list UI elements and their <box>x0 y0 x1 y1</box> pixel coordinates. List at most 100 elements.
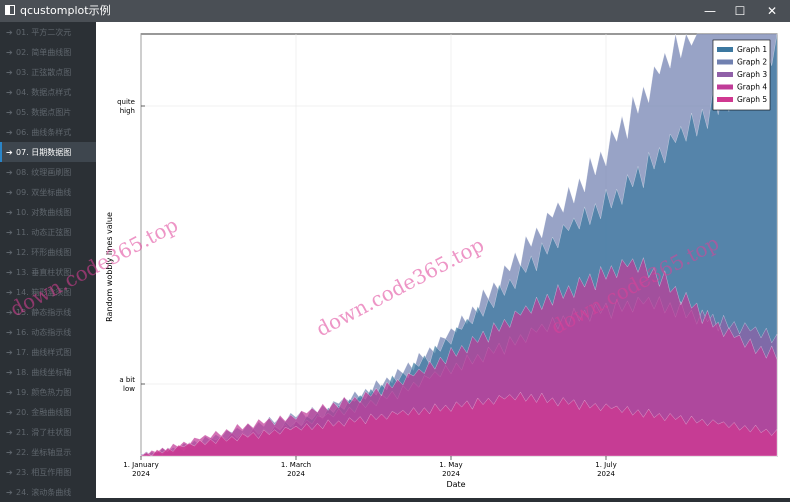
sidebar-item-19[interactable]: ➔ 19. 颜色热力图 <box>0 382 96 402</box>
app-icon <box>5 5 15 15</box>
sidebar-nav: ➔ 01. 平方二次元 ➔ 02. 简单曲线图 ➔ 03. 正弦散点图 ➔ 04. 数据点样式… <box>0 22 96 498</box>
close-button[interactable]: ✕ <box>766 4 778 18</box>
maximize-button[interactable]: ☐ <box>734 4 746 18</box>
arrow-right-icon: ➔ <box>6 127 13 137</box>
series-area-5 <box>140 391 778 457</box>
x-tick-label: 1. March <box>281 461 311 469</box>
series-area-4 <box>140 256 778 457</box>
sidebar-item-21[interactable]: ➔ 21. 滑了柱状图 <box>0 422 96 442</box>
legend-label: Graph 1 <box>737 45 767 54</box>
arrow-right-icon: ➔ <box>6 307 13 317</box>
y-axis-label: Random wobbly lines value <box>105 212 114 322</box>
sidebar-item-6[interactable]: ➔ 06. 曲线条样式 <box>0 122 96 142</box>
sidebar-item-24[interactable]: ➔ 24. 滚动条曲线 <box>0 482 96 502</box>
sidebar-item-22[interactable]: ➔ 22. 坐标轴显示 <box>0 442 96 462</box>
arrow-right-icon: ➔ <box>6 347 13 357</box>
sidebar-item-14[interactable]: ➔ 14. 箱形盒须图 <box>0 282 96 302</box>
sidebar-item-11[interactable]: ➔ 11. 动态正弦图 <box>0 222 96 242</box>
sidebar-item-label: 05. 数据点图片 <box>16 107 72 117</box>
arrow-right-icon: ➔ <box>6 87 13 97</box>
sidebar-item-label: 11. 动态正弦图 <box>16 227 72 237</box>
arrow-right-icon: ➔ <box>6 67 13 77</box>
x-tick-label: 1. January <box>123 461 158 469</box>
sidebar-item-label: 07. 日期数据图 <box>16 147 72 157</box>
sidebar-item-label: 13. 垂直柱状图 <box>16 267 72 277</box>
x-tick-label: 1. July <box>595 461 617 469</box>
sidebar-item-label: 08. 纹理画刷图 <box>16 167 72 177</box>
sidebar-item-label: 01. 平方二次元 <box>16 27 72 37</box>
x-axis-label: Date <box>446 480 465 489</box>
x-tick-year: 2024 <box>132 470 150 478</box>
arrow-right-icon: ➔ <box>6 47 13 57</box>
arrow-right-icon: ➔ <box>6 267 13 277</box>
sidebar-item-7[interactable]: ➔ 07. 日期数据图 <box>0 142 96 162</box>
sidebar-item-18[interactable]: ➔ 18. 曲线坐标轴 <box>0 362 96 382</box>
legend-label: Graph 4 <box>737 83 767 92</box>
sidebar-item-3[interactable]: ➔ 03. 正弦散点图 <box>0 62 96 82</box>
sidebar-item-1[interactable]: ➔ 01. 平方二次元 <box>0 22 96 42</box>
sidebar-item-label: 18. 曲线坐标轴 <box>16 367 72 377</box>
y-tick-label: low <box>123 385 135 393</box>
sidebar-item-label: 02. 简单曲线图 <box>16 47 72 57</box>
legend-swatch <box>717 72 733 77</box>
sidebar-item-2[interactable]: ➔ 02. 简单曲线图 <box>0 42 96 62</box>
sidebar-item-9[interactable]: ➔ 09. 双坐标曲线 <box>0 182 96 202</box>
sidebar-item-5[interactable]: ➔ 05. 数据点图片 <box>0 102 96 122</box>
sidebar-item-label: 20. 金融曲线图 <box>16 407 72 417</box>
chart-panel: 1. January 2024 1. March 2024 1. May 2024 1. J… <box>96 22 790 498</box>
x-tick-year: 2024 <box>442 470 460 478</box>
sidebar-item-label: 24. 滚动条曲线 <box>16 487 72 497</box>
sidebar-item-label: 22. 坐标轴显示 <box>16 447 72 457</box>
sidebar-item-20[interactable]: ➔ 20. 金融曲线图 <box>0 402 96 422</box>
legend: Graph 1 Graph 2 Graph 3 Graph 4 Graph 5 <box>712 39 771 111</box>
title-bar[interactable]: qcustomplot示例 — ☐ ✕ <box>0 0 790 22</box>
sidebar-item-23[interactable]: ➔ 23. 相互作用图 <box>0 462 96 482</box>
x-tick-label: 1. May <box>439 461 462 469</box>
legend-swatch <box>717 59 733 65</box>
arrow-right-icon: ➔ <box>6 387 13 397</box>
arrow-right-icon: ➔ <box>6 467 13 477</box>
arrow-right-icon: ➔ <box>6 227 13 237</box>
sidebar-item-label: 21. 滑了柱状图 <box>16 427 72 437</box>
y-tick-label: a bit <box>119 376 135 384</box>
sidebar-item-label: 09. 双坐标曲线 <box>16 187 72 197</box>
sidebar-item-label: 10. 对数曲线图 <box>16 207 72 217</box>
arrow-right-icon: ➔ <box>6 147 13 157</box>
sidebar-item-label: 19. 颜色热力图 <box>16 387 72 397</box>
y-tick-label: quite <box>117 98 135 106</box>
sidebar-item-13[interactable]: ➔ 13. 垂直柱状图 <box>0 262 96 282</box>
y-tick-label: high <box>120 107 135 115</box>
sidebar-item-label: 17. 曲线样式图 <box>16 347 72 357</box>
minimize-button[interactable]: — <box>704 4 716 18</box>
sidebar-item-label: 23. 相互作用图 <box>16 467 72 477</box>
legend-swatch <box>717 97 733 102</box>
sidebar-item-15[interactable]: ➔ 15. 静态指示线 <box>0 302 96 322</box>
arrow-right-icon: ➔ <box>6 327 13 337</box>
arrow-right-icon: ➔ <box>6 367 13 377</box>
arrow-right-icon: ➔ <box>6 247 13 257</box>
arrow-right-icon: ➔ <box>6 107 13 117</box>
arrow-right-icon: ➔ <box>6 207 13 217</box>
sidebar-item-16[interactable]: ➔ 16. 动态指示线 <box>0 322 96 342</box>
arrow-right-icon: ➔ <box>6 27 13 37</box>
sidebar-item-17[interactable]: ➔ 17. 曲线样式图 <box>0 342 96 362</box>
sidebar-item-8[interactable]: ➔ 08. 纹理画刷图 <box>0 162 96 182</box>
arrow-right-icon: ➔ <box>6 447 13 457</box>
sidebar-item-label: 03. 正弦散点图 <box>16 67 72 77</box>
sidebar-item-label: 16. 动态指示线 <box>16 327 72 337</box>
sidebar-item-10[interactable]: ➔ 10. 对数曲线图 <box>0 202 96 222</box>
x-tick-year: 2024 <box>287 470 305 478</box>
arrow-right-icon: ➔ <box>6 427 13 437</box>
sidebar-item-label: 06. 曲线条样式 <box>16 127 72 137</box>
arrow-right-icon: ➔ <box>6 287 13 297</box>
arrow-right-icon: ➔ <box>6 187 13 197</box>
arrow-right-icon: ➔ <box>6 167 13 177</box>
legend-label: Graph 3 <box>737 70 767 79</box>
sidebar-item-4[interactable]: ➔ 04. 数据点样式 <box>0 82 96 102</box>
arrow-right-icon: ➔ <box>6 407 13 417</box>
sidebar-item-12[interactable]: ➔ 12. 环形曲线图 <box>0 242 96 262</box>
sidebar-item-label: 04. 数据点样式 <box>16 87 72 97</box>
